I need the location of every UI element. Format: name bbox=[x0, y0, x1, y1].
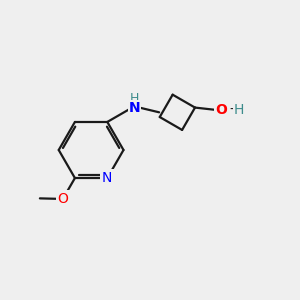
Text: H: H bbox=[234, 103, 244, 117]
Text: N: N bbox=[129, 101, 140, 115]
Text: O: O bbox=[216, 103, 227, 117]
Text: N: N bbox=[102, 171, 112, 185]
Text: -: - bbox=[229, 103, 234, 117]
Text: H: H bbox=[130, 92, 139, 105]
Text: O: O bbox=[57, 192, 68, 206]
